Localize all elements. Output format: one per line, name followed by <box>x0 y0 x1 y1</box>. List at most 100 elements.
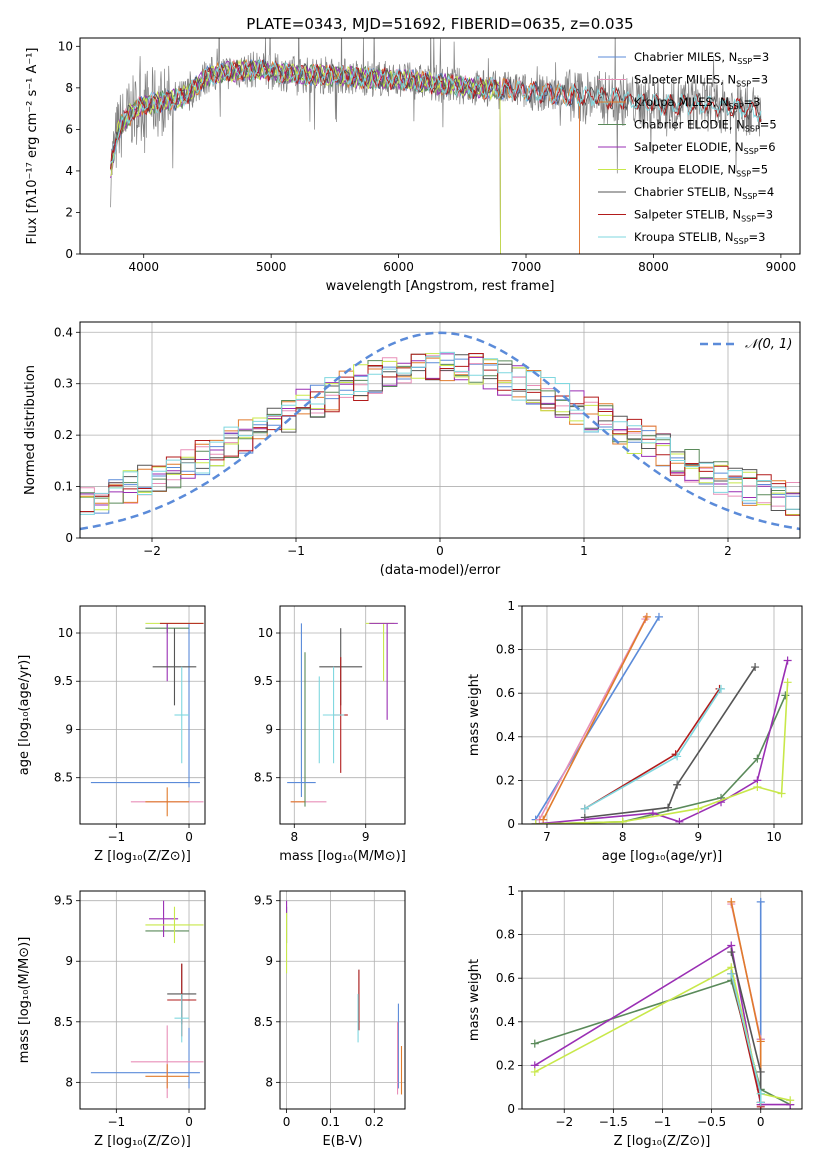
legend-entry: Salpeter MILES, NSSP=3 <box>634 73 768 89</box>
histogram-salpeter-stelib <box>80 353 800 516</box>
legend-entry: Salpeter ELODIE, NSSP=6 <box>634 140 776 156</box>
x-tick-label: 6000 <box>383 260 414 274</box>
y-axis-label: Flux [fλ10⁻¹⁷ erg cm⁻² s⁻¹ A⁻¹] <box>25 48 40 245</box>
y-tick-label: 10 <box>58 626 73 640</box>
x-axis-label: (data-model)/error <box>380 563 501 578</box>
marker <box>727 948 736 957</box>
y-tick-label: 0.2 <box>496 1058 515 1072</box>
marker <box>664 803 673 812</box>
y-tick-label: 1 <box>507 884 515 898</box>
axes-frame <box>521 890 803 1110</box>
mass-vs-Z-plot-area <box>80 891 205 1109</box>
x-tick-label: 0 <box>185 1115 193 1129</box>
marker <box>753 754 762 763</box>
marker <box>717 684 726 693</box>
cumulative-Z-plot-area <box>522 891 802 1109</box>
y-tick-label: 9 <box>65 954 73 968</box>
marker <box>673 780 682 789</box>
model-line-kroupa-stelib <box>110 58 762 164</box>
marker <box>756 1089 765 1098</box>
y-tick-label: 8 <box>65 81 73 95</box>
marker <box>580 804 589 813</box>
y-tick-label: 9 <box>65 722 73 736</box>
y-axis-label: mass weight <box>467 959 482 1041</box>
series-line-chabrier-miles <box>534 616 660 821</box>
series-line-kroupa-elodie <box>535 682 789 824</box>
legend-normal-label: 𝒩(0, 1) <box>745 337 792 352</box>
marker <box>673 752 682 761</box>
y-tick-label: 10 <box>258 626 273 640</box>
marker <box>783 656 792 665</box>
y-tick-label: 0.6 <box>496 686 515 700</box>
y-tick-label: 9 <box>265 954 273 968</box>
series-line-kroupa-miles <box>542 616 648 820</box>
y-axis-label: mass weight <box>467 674 482 756</box>
marker <box>727 969 736 978</box>
age-vs-mass-plot-area <box>280 606 405 824</box>
y-tick-label: 6 <box>65 122 73 136</box>
y-tick-label: 9.5 <box>54 674 73 688</box>
axes-frame <box>521 605 803 825</box>
axes-frame <box>79 605 206 825</box>
x-axis-label: mass [log₁₀(M/M⊙)] <box>279 849 406 864</box>
y-tick-label: 8 <box>65 1075 73 1089</box>
histogram-kroupa-elodie <box>80 353 800 515</box>
legend-entry: Chabrier ELODIE, NSSP=5 <box>634 118 777 134</box>
x-tick-label: 8 <box>619 830 627 844</box>
legend-entry: Kroupa ELODIE, NSSP=5 <box>634 163 768 179</box>
x-tick-label: 0 <box>185 830 193 844</box>
series-line-salpeter-elodie <box>534 944 791 1106</box>
x-tick-label: 8 <box>290 830 298 844</box>
residuals-plot-area <box>80 322 800 538</box>
legend-entry: Salpeter STELIB, NSSP=3 <box>634 208 773 224</box>
plot-layer: 4000 5000 6000 7000 8000 90000246810wavelengt… <box>17 37 803 1149</box>
x-tick-label: −2 <box>143 544 161 558</box>
y-tick-label: 0.8 <box>496 928 515 942</box>
age-vs-Z-plot-area <box>80 606 205 824</box>
marker <box>642 612 651 621</box>
x-tick-label: 0 <box>283 1115 291 1129</box>
marker <box>727 897 736 906</box>
y-tick-label: 0 <box>65 531 73 545</box>
y-tick-label: 8.5 <box>54 771 73 785</box>
x-tick-label: 9 <box>362 830 370 844</box>
y-tick-label: 9.5 <box>54 894 73 908</box>
y-tick-label: 4 <box>65 164 73 178</box>
y-tick-label: 0.6 <box>496 971 515 985</box>
spectrum-legend: Chabrier MILES, NSSP=3 Salpeter MILES, NS… <box>598 50 777 246</box>
marker <box>530 1039 539 1048</box>
x-tick-label: 8000 <box>638 260 669 274</box>
x-tick-label: 7000 <box>511 260 542 274</box>
axes-frame <box>79 890 206 1110</box>
x-tick-label: 0.2 <box>365 1115 384 1129</box>
mass-vs-EBV-plot-area <box>280 891 405 1109</box>
axes-frame <box>79 37 801 255</box>
marker <box>675 817 684 824</box>
axes-frame <box>79 321 801 539</box>
marker <box>786 1096 795 1105</box>
x-tick-label: −1 <box>107 830 125 844</box>
x-axis-label: wavelength [Angstrom, rest frame] <box>326 279 555 294</box>
marker <box>531 820 540 824</box>
marker <box>783 678 792 687</box>
x-tick-label: 0 <box>757 1115 765 1129</box>
x-axis-label: Z [log₁₀(Z/Z⊙)] <box>94 1134 191 1149</box>
series-line-chabrier-stelib <box>584 666 756 819</box>
y-axis-label: mass [log₁₀(M/M⊙)] <box>17 937 32 1064</box>
marker <box>694 804 703 813</box>
y-tick-label: 9 <box>265 722 273 736</box>
series-line-salpeter-miles <box>538 618 647 820</box>
x-tick-label: −2 <box>555 1115 573 1129</box>
x-tick-label: 7 <box>543 830 551 844</box>
y-tick-label: 0.3 <box>54 377 73 391</box>
x-tick-label: 10 <box>766 830 781 844</box>
legend-entry: Chabrier STELIB, NSSP=4 <box>634 185 774 201</box>
y-tick-label: 8.5 <box>254 771 273 785</box>
y-tick-label: 0.8 <box>496 643 515 657</box>
legend-entry: Chabrier MILES, NSSP=3 <box>634 50 769 66</box>
y-tick-label: 0 <box>507 1102 515 1116</box>
y-tick-label: 0.2 <box>496 773 515 787</box>
x-tick-label: −0.5 <box>697 1115 726 1129</box>
axes-frame <box>279 605 406 825</box>
